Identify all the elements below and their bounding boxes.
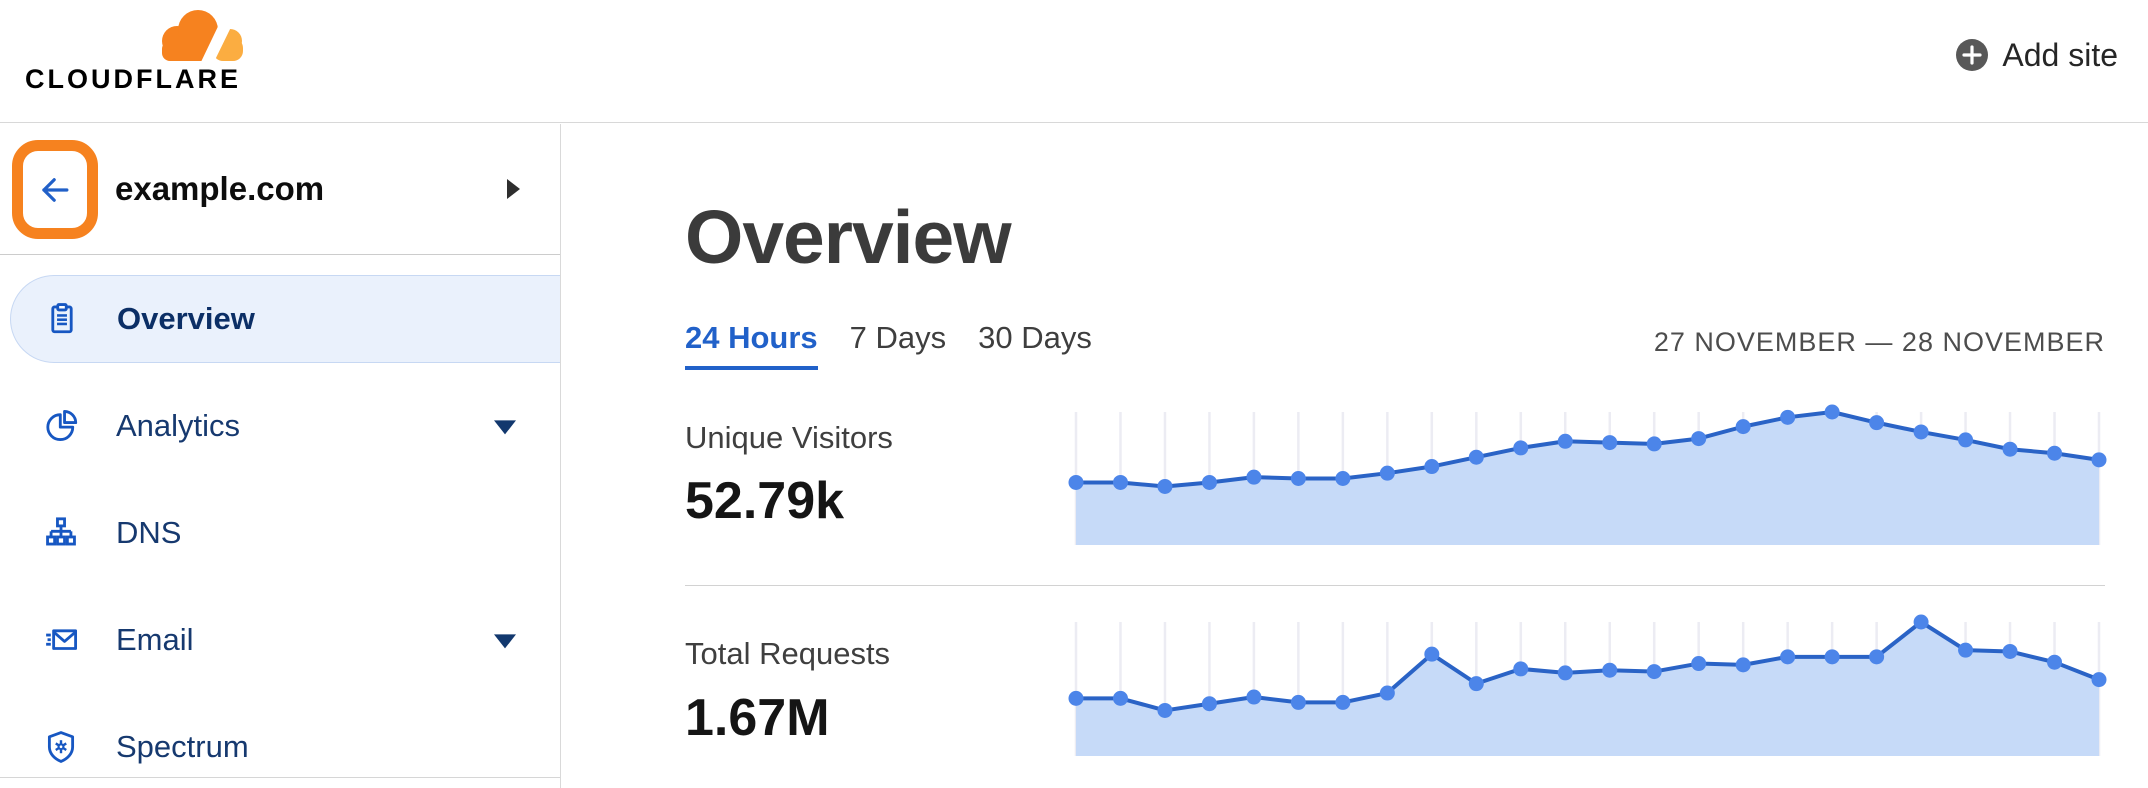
- add-site-button[interactable]: Add site: [1955, 0, 2118, 110]
- sidebar-item-email[interactable]: Email: [10, 596, 560, 684]
- total-requests-sparkline: [1068, 614, 2107, 756]
- cloudflare-wordmark: CLOUDFLARE: [25, 64, 241, 94]
- sidebar-item-label: Spectrum: [116, 729, 249, 764]
- total-requests-value: 1.67M: [685, 689, 830, 747]
- sidebar-item-dns[interactable]: DNS: [10, 489, 560, 577]
- main-content: Overview 24 Hours 7 Days 30 Days 27 NOVEMB…: [561, 124, 2148, 788]
- date-range-label: 27 NOVEMBER — 28 NOVEMBER: [1653, 327, 2105, 357]
- shield-icon: [44, 730, 78, 764]
- site-name: example.com: [115, 170, 325, 207]
- tab-24-hours[interactable]: 24 Hours: [685, 320, 818, 370]
- total-requests-label: Total Requests: [685, 636, 891, 671]
- sidebar-item-spectrum[interactable]: Spectrum: [10, 703, 560, 788]
- unique-visitors-sparkline: [1068, 404, 2107, 545]
- sidebar-item-overview[interactable]: Overview: [10, 275, 560, 363]
- site-selector[interactable]: example.com: [0, 124, 560, 255]
- sidebar-item-label: Analytics: [116, 408, 241, 443]
- metrics-divider: [685, 585, 2105, 586]
- top-header: CLOUDFLARE Add site: [0, 0, 2148, 123]
- clipboard-icon: [45, 302, 79, 336]
- sidebar-item-label: DNS: [116, 515, 182, 550]
- unique-visitors-label: Unique Visitors: [685, 420, 893, 455]
- sitemap-icon: [44, 516, 78, 550]
- back-button[interactable]: [12, 140, 98, 239]
- arrow-left-icon: [42, 177, 69, 202]
- sidebar-item-label: Overview: [117, 301, 255, 336]
- sidebar-item-analytics[interactable]: Analytics: [10, 382, 560, 470]
- sidebar-item-label: Email: [116, 622, 194, 657]
- caret-down-icon: [494, 634, 516, 649]
- add-site-label: Add site: [2002, 36, 2118, 73]
- sidebar-nav: Overview Analytics DNS Email Spectrum: [0, 255, 560, 788]
- caret-down-icon: [494, 420, 516, 435]
- sidebar: example.com Overview Analytics DNS Email Spe…: [0, 124, 561, 788]
- cloudflare-logo: CLOUDFLARE: [25, 6, 265, 116]
- email-icon: [44, 623, 78, 657]
- tab-30-days[interactable]: 30 Days: [978, 320, 1092, 355]
- unique-visitors-value: 52.79k: [685, 472, 845, 530]
- page-title: Overview: [685, 195, 1012, 279]
- caret-right-icon: [507, 179, 520, 199]
- time-range-tabs: 24 Hours 7 Days 30 Days: [685, 320, 1092, 370]
- sidebar-bottom-divider: [0, 777, 560, 778]
- cloudflare-cloud-icon: [162, 10, 243, 64]
- tab-7-days[interactable]: 7 Days: [849, 320, 947, 355]
- plus-icon: [1956, 39, 1989, 71]
- pie-chart-icon: [44, 409, 78, 443]
